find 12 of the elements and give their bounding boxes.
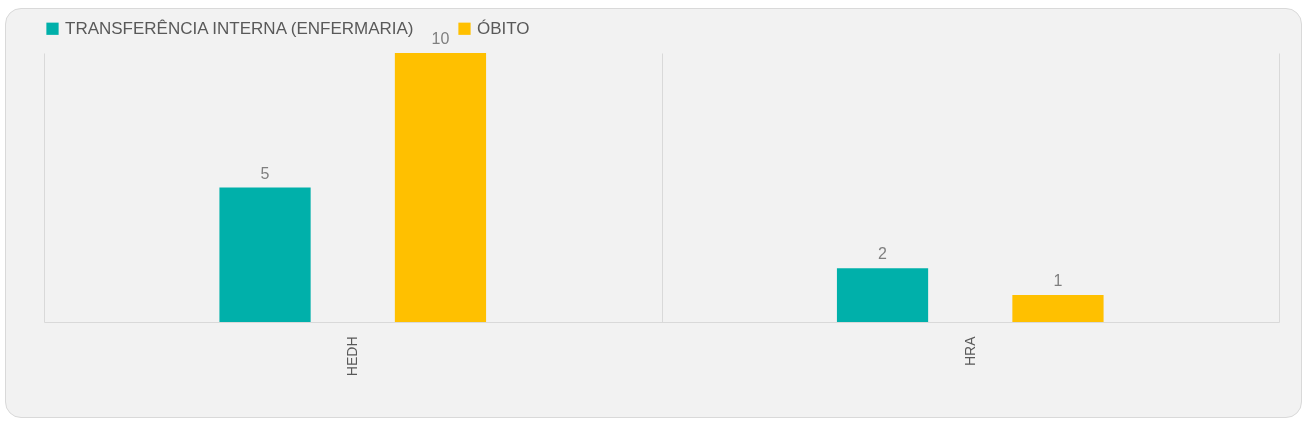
bar — [394, 53, 487, 322]
x-tick-label: HRA — [961, 335, 978, 367]
legend-label: TRANSFERÊNCIA INTERNA (ENFERMARIA) — [65, 18, 414, 38]
data-label: 2 — [878, 245, 888, 263]
x-tick-label: HEDH — [344, 336, 361, 377]
data-label: 10 — [431, 30, 450, 47]
bar — [1012, 295, 1104, 322]
data-label: 1 — [1053, 272, 1063, 290]
bar — [836, 268, 929, 322]
bar — [219, 187, 311, 322]
data-label: 5 — [260, 164, 270, 182]
legend-label: ÓBITO — [477, 18, 530, 38]
